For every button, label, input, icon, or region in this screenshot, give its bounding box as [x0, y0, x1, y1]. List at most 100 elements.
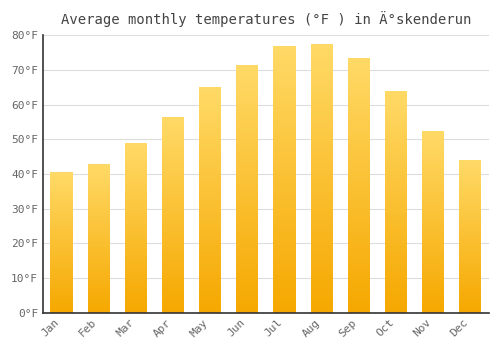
Bar: [274, 54, 295, 56]
Bar: [124, 275, 147, 277]
Bar: [124, 292, 147, 294]
Bar: [348, 308, 370, 310]
Bar: [385, 168, 407, 170]
Bar: [162, 122, 184, 125]
Bar: [162, 258, 184, 260]
Bar: [236, 129, 258, 132]
Bar: [422, 160, 444, 161]
Bar: [310, 106, 333, 108]
Bar: [124, 223, 147, 224]
Bar: [310, 251, 333, 253]
Bar: [459, 290, 481, 291]
Bar: [310, 55, 333, 57]
Bar: [162, 273, 184, 275]
Bar: [310, 98, 333, 100]
Bar: [274, 217, 295, 219]
Bar: [348, 170, 370, 173]
Bar: [348, 70, 370, 73]
Bar: [385, 190, 407, 193]
Bar: [274, 254, 295, 257]
Bar: [236, 179, 258, 181]
Bar: [422, 183, 444, 185]
Bar: [422, 305, 444, 307]
Bar: [422, 296, 444, 298]
Bar: [385, 244, 407, 246]
Bar: [459, 217, 481, 218]
Bar: [236, 256, 258, 258]
Bar: [88, 219, 110, 220]
Bar: [459, 244, 481, 245]
Bar: [274, 115, 295, 118]
Bar: [385, 128, 407, 131]
Bar: [459, 293, 481, 294]
Bar: [274, 307, 295, 310]
Bar: [50, 192, 72, 193]
Bar: [88, 222, 110, 223]
Bar: [199, 98, 222, 101]
Bar: [88, 286, 110, 287]
Bar: [199, 265, 222, 267]
Bar: [274, 248, 295, 251]
Bar: [310, 119, 333, 122]
Bar: [162, 117, 184, 119]
Bar: [348, 76, 370, 78]
Bar: [88, 173, 110, 174]
Bar: [348, 63, 370, 65]
Bar: [50, 231, 72, 232]
Bar: [236, 308, 258, 310]
Bar: [385, 144, 407, 146]
Bar: [459, 273, 481, 274]
Bar: [50, 216, 72, 217]
Bar: [88, 287, 110, 289]
Bar: [124, 233, 147, 234]
Bar: [162, 297, 184, 299]
Bar: [124, 185, 147, 187]
Bar: [274, 235, 295, 238]
Bar: [274, 195, 295, 198]
Bar: [310, 130, 333, 133]
Bar: [199, 96, 222, 98]
Bar: [459, 177, 481, 178]
Bar: [274, 107, 295, 110]
Bar: [348, 262, 370, 264]
Bar: [199, 272, 222, 274]
Bar: [124, 287, 147, 289]
Bar: [422, 167, 444, 169]
Bar: [459, 259, 481, 261]
Bar: [348, 290, 370, 292]
Bar: [236, 176, 258, 179]
Bar: [50, 204, 72, 206]
Bar: [422, 161, 444, 163]
Bar: [124, 234, 147, 236]
Bar: [459, 198, 481, 200]
Bar: [310, 68, 333, 71]
Bar: [310, 103, 333, 106]
Bar: [236, 275, 258, 278]
Bar: [310, 240, 333, 243]
Bar: [124, 277, 147, 279]
Bar: [422, 216, 444, 218]
Bar: [236, 92, 258, 94]
Bar: [459, 230, 481, 232]
Bar: [124, 243, 147, 245]
Bar: [385, 295, 407, 297]
Bar: [50, 285, 72, 286]
Bar: [310, 283, 333, 286]
Bar: [422, 311, 444, 313]
Bar: [422, 280, 444, 282]
Bar: [162, 277, 184, 279]
Bar: [459, 241, 481, 243]
Bar: [88, 205, 110, 207]
Bar: [236, 238, 258, 241]
Bar: [88, 190, 110, 192]
Bar: [310, 135, 333, 138]
Bar: [236, 298, 258, 300]
Bar: [88, 272, 110, 274]
Bar: [236, 305, 258, 308]
Bar: [50, 296, 72, 297]
Bar: [124, 217, 147, 219]
Bar: [274, 158, 295, 160]
Bar: [199, 284, 222, 286]
Bar: [310, 170, 333, 173]
Bar: [162, 289, 184, 291]
